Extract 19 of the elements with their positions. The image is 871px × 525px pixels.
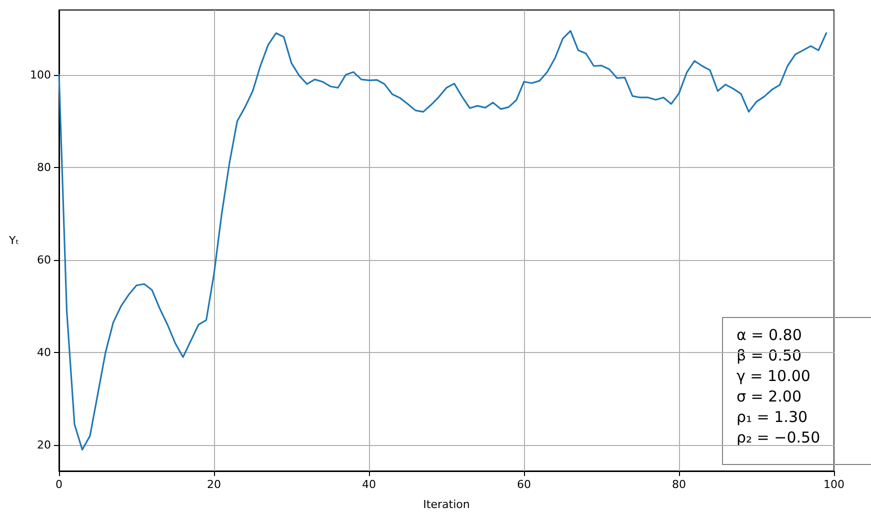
x-tick-label: 60 xyxy=(517,478,531,491)
x-tick-label: 40 xyxy=(362,478,376,491)
line-series xyxy=(58,30,828,451)
annotation: γ = 10.00 xyxy=(736,367,810,385)
annotation: σ = 2.00 xyxy=(736,388,802,406)
y-axis-title: Yₜ xyxy=(8,234,19,247)
annotation: ρ₂ = −0.50 xyxy=(736,428,820,446)
x-axis-title: Iteration xyxy=(423,498,470,511)
x-tick-label: 100 xyxy=(824,478,844,491)
annotation: α = 0.80 xyxy=(736,326,802,344)
y-tick-label: 20 xyxy=(37,438,51,452)
x-tick-label: 80 xyxy=(672,478,686,491)
x-tick-label: 0 xyxy=(56,478,62,491)
annotation: ρ₁ = 1.30 xyxy=(736,408,808,426)
x-tick-label: 20 xyxy=(207,478,221,491)
y-tick-label: 60 xyxy=(37,253,51,266)
y-tick-label: 80 xyxy=(37,160,51,174)
y-tick-label: 40 xyxy=(37,346,51,360)
y-tick-label: 100 xyxy=(30,68,51,82)
